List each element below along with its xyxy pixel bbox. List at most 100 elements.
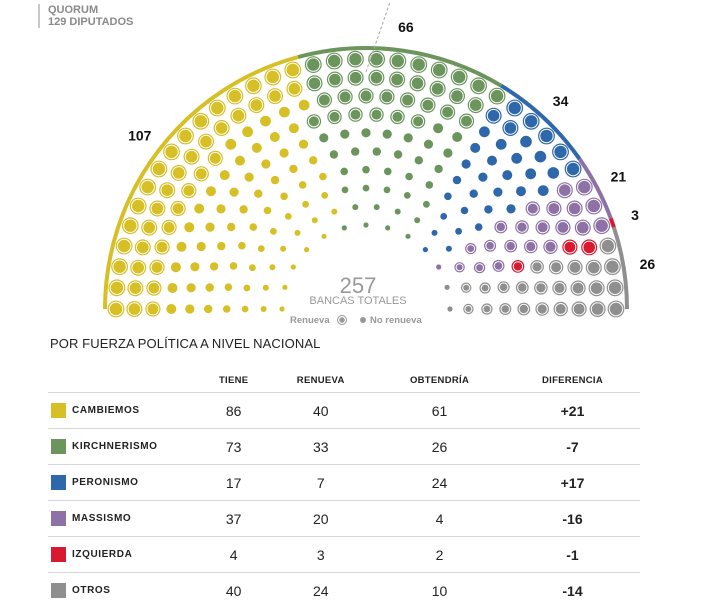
seat — [525, 168, 536, 179]
seat — [465, 306, 471, 312]
seat — [370, 53, 382, 65]
seat — [482, 285, 489, 292]
seat — [129, 303, 141, 315]
renueva-value: 24 — [267, 573, 374, 608]
section-title: POR FUERZA POLÍTICA A NIVEL NACIONAL — [50, 336, 320, 351]
seat — [211, 102, 223, 114]
seat — [295, 230, 301, 236]
seat — [569, 203, 581, 215]
seat — [194, 204, 204, 214]
party-name: PERONISMO — [72, 477, 139, 488]
obtendria-value: 2 — [374, 537, 505, 573]
seat — [229, 90, 241, 102]
seat — [361, 91, 372, 102]
table-row: OTROS 40 24 10 -14 — [48, 573, 640, 608]
party-seat-count: 107 — [128, 128, 152, 144]
seat — [497, 223, 505, 231]
seat — [124, 220, 136, 232]
seat — [486, 242, 494, 250]
seat — [391, 74, 403, 86]
party-color-swatch — [51, 511, 66, 526]
seat — [153, 163, 165, 175]
seat — [444, 193, 452, 201]
seat — [452, 132, 462, 142]
seat — [244, 285, 251, 292]
seat — [200, 136, 212, 148]
seat — [394, 150, 402, 158]
seat — [149, 283, 160, 294]
table-header-row: TIENE RENUEVA OBTENDRÍA DIFERENCIA — [48, 368, 640, 393]
seat — [319, 95, 330, 106]
seat — [567, 163, 579, 175]
diferencia-value: +17 — [505, 465, 640, 501]
seat — [540, 130, 552, 142]
seat — [434, 165, 442, 173]
seat — [384, 168, 392, 176]
seat — [554, 146, 566, 158]
seat — [509, 102, 521, 114]
party-name: KIRCHNERISMO — [72, 441, 158, 452]
seat — [351, 110, 361, 120]
seat — [247, 80, 259, 92]
seat — [573, 283, 584, 294]
seat — [309, 116, 319, 126]
seat — [457, 264, 463, 270]
seat — [426, 181, 434, 189]
seat — [319, 133, 328, 142]
table-row: KIRCHNERISMO 73 33 26 -7 — [48, 429, 640, 465]
seat — [363, 185, 370, 192]
seat — [467, 245, 474, 252]
seat — [384, 187, 391, 194]
seat — [282, 285, 287, 290]
seat — [528, 204, 538, 214]
seat — [173, 203, 184, 214]
seat — [309, 78, 321, 90]
table-row: PERONISMO 17 7 24 +17 — [48, 465, 640, 501]
seat — [445, 285, 450, 290]
seat — [484, 205, 492, 213]
seat — [405, 234, 410, 239]
party-color-swatch — [51, 403, 66, 418]
parties-table: TIENE RENUEVA OBTENDRÍA DIFERENCIA CAMBI… — [48, 368, 640, 608]
seat — [197, 242, 206, 251]
seat — [442, 107, 453, 118]
legend-norenew-label: No renueva — [370, 315, 422, 326]
seat — [250, 223, 258, 231]
seat — [363, 222, 368, 227]
diferencia-value: -14 — [505, 573, 640, 608]
seat — [110, 303, 122, 315]
seat — [517, 223, 526, 232]
seat — [500, 283, 508, 291]
seat — [330, 150, 338, 158]
seat — [269, 264, 275, 270]
seat — [546, 242, 556, 252]
seat — [478, 173, 487, 182]
seat — [472, 80, 484, 92]
renueva-value: 33 — [267, 429, 374, 465]
seat — [289, 123, 299, 133]
seat — [610, 303, 622, 315]
renueva-value: 20 — [267, 501, 374, 537]
seat — [518, 283, 526, 291]
seat — [470, 190, 478, 198]
seat — [502, 170, 512, 180]
seat — [493, 188, 502, 197]
seat — [289, 83, 301, 95]
seat — [488, 110, 500, 122]
seat — [507, 242, 515, 250]
renueva-value: 40 — [267, 393, 374, 429]
diferencia-value: +21 — [505, 393, 640, 429]
seat — [245, 173, 254, 182]
seat — [393, 112, 403, 122]
party-name: MASSISMO — [72, 513, 131, 524]
seat — [330, 112, 340, 122]
seat — [260, 116, 271, 127]
diferencia-value: -16 — [505, 501, 640, 537]
seat — [525, 115, 537, 127]
seat — [538, 185, 549, 196]
seat — [179, 130, 191, 142]
seat — [548, 167, 560, 179]
seat — [423, 247, 428, 252]
seat — [412, 78, 424, 90]
seat — [177, 242, 187, 252]
